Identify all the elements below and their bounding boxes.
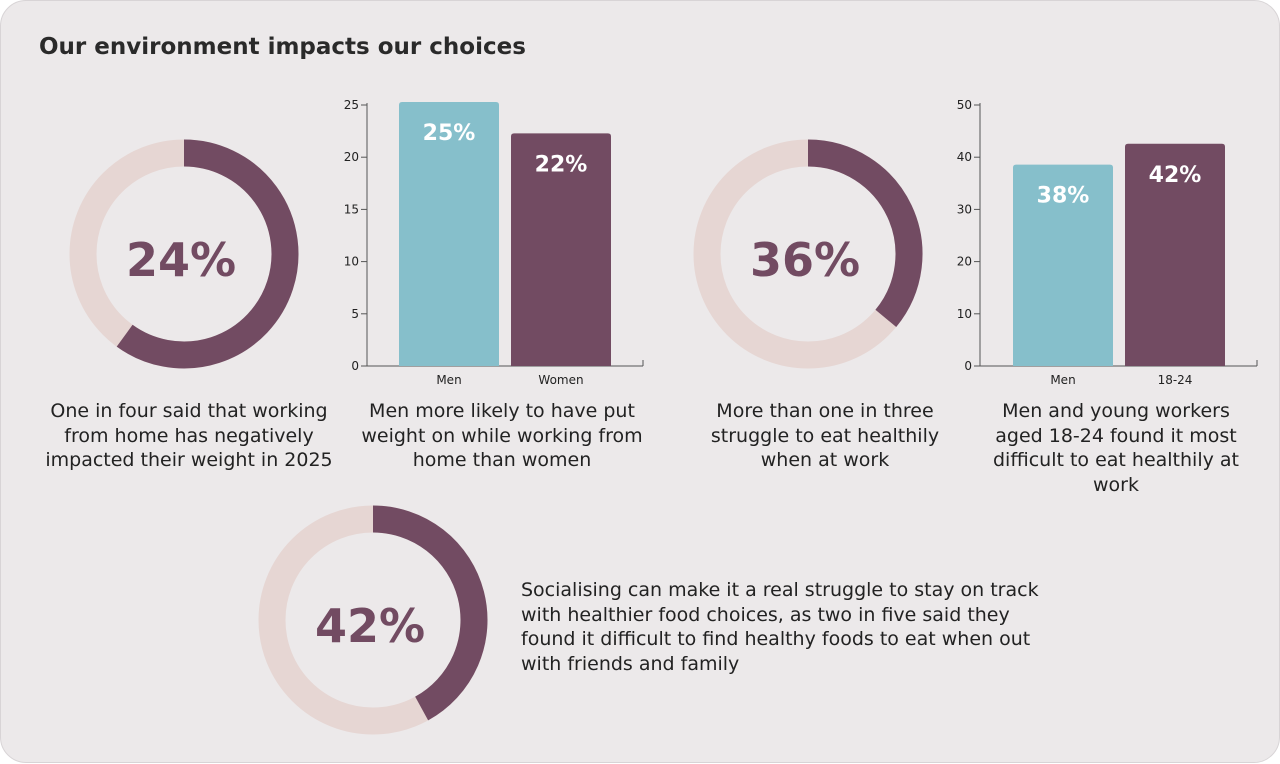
- donut-3-caption: Socialising can make it a real struggle …: [521, 579, 1039, 675]
- bar-men: [399, 102, 499, 366]
- y-tick-label: 10: [957, 307, 972, 321]
- donut-arc: [372, 505, 488, 721]
- y-tick-label: 50: [957, 98, 972, 112]
- y-tick-label: 10: [344, 255, 359, 269]
- y-tick-label: 20: [344, 150, 359, 164]
- bar-chart-1-caption: Men more likely to have put weight on wh…: [361, 400, 643, 471]
- y-tick-label: 0: [964, 359, 972, 373]
- x-category-label: Men: [436, 373, 461, 387]
- x-category-label: Men: [1050, 373, 1075, 387]
- y-tick-label: 30: [957, 202, 972, 216]
- bar-women: [511, 133, 611, 366]
- donut-1-caption: One in four said that working from home …: [45, 400, 333, 471]
- bar-data-label: 22%: [535, 152, 588, 177]
- bar-men: [1013, 164, 1113, 366]
- bar-data-label: 25%: [423, 121, 476, 146]
- y-tick-label: 20: [957, 255, 972, 269]
- donut-percentage: 24%: [126, 233, 236, 287]
- donut-percentage: 36%: [750, 233, 860, 287]
- bar-18-24: [1125, 143, 1225, 366]
- x-category-label: 18-24: [1158, 373, 1193, 387]
- y-tick-label: 40: [957, 150, 972, 164]
- donut-arc: [116, 139, 299, 369]
- donut-arc: [807, 139, 923, 327]
- page-title: Our environment impacts our choices: [39, 34, 526, 60]
- bar-data-label: 42%: [1149, 163, 1202, 188]
- donut-2-caption: More than one in three struggle to eat h…: [710, 400, 940, 471]
- bar-chart-2-caption: Men and young workers aged 18-24 found i…: [993, 400, 1239, 496]
- y-tick-label: 15: [344, 202, 359, 216]
- y-tick-label: 5: [351, 307, 359, 321]
- y-tick-label: 25: [344, 98, 359, 112]
- bar-data-label: 38%: [1037, 184, 1090, 209]
- y-tick-label: 0: [351, 359, 359, 373]
- donut-percentage: 42%: [315, 599, 425, 653]
- x-category-label: Women: [538, 373, 583, 387]
